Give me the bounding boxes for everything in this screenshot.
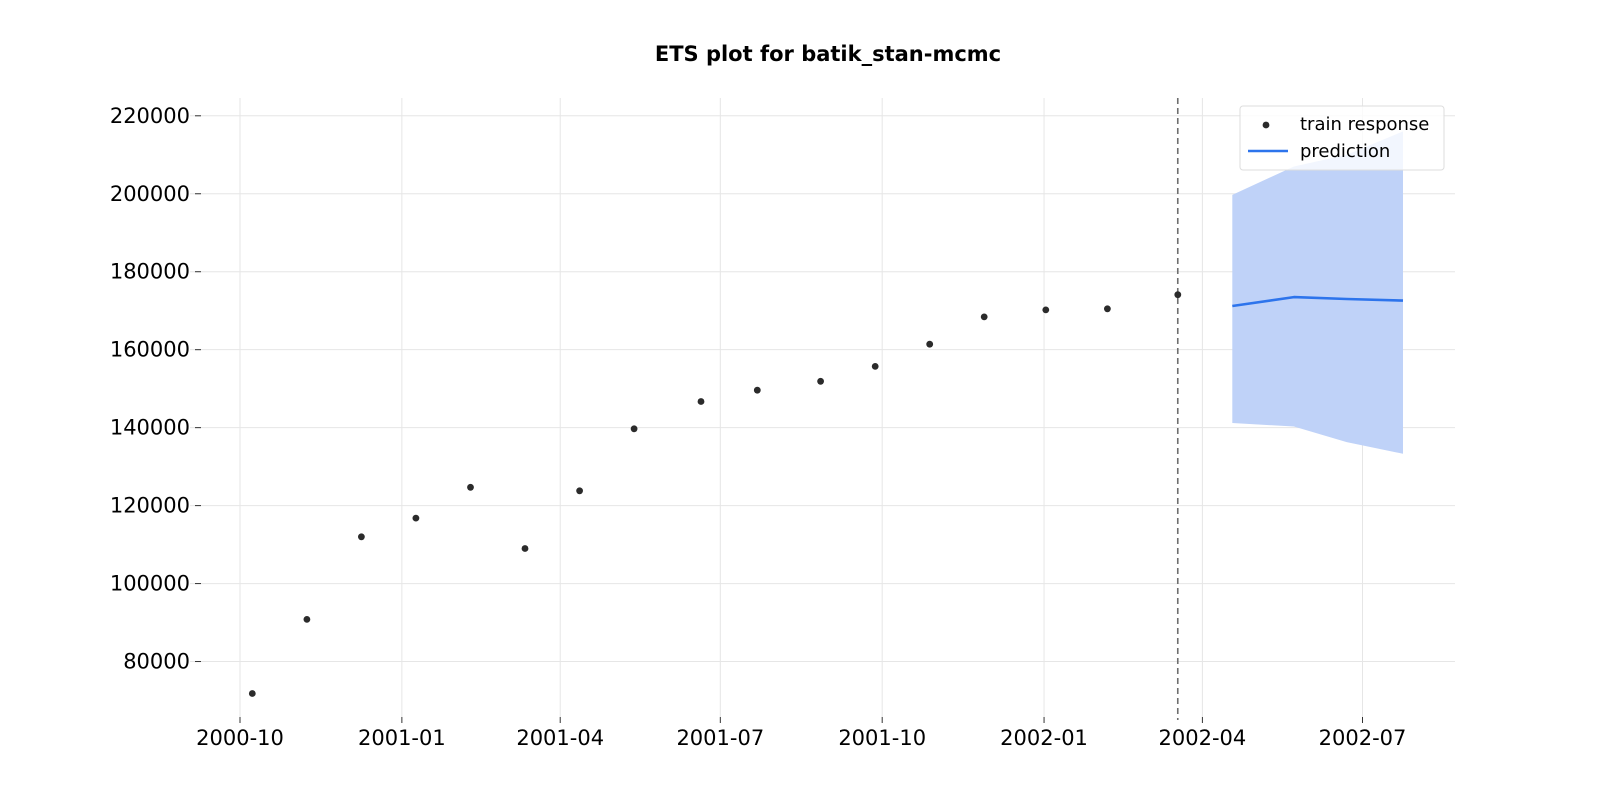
y-tick-label: 160000 [110,338,190,362]
train-response-point [358,533,365,541]
prediction-interval-band [1232,131,1403,454]
train-response-point [576,487,583,495]
train-response-point [630,425,638,433]
x-tick-label: 2000-10 [196,726,284,750]
train-response-point [521,545,529,552]
train-response-point [303,616,311,623]
legend-box [1239,105,1445,171]
y-tick-label: 100000 [110,572,190,596]
x-tick-label: 2001-01 [358,726,446,750]
y-tick-label: 120000 [110,494,190,518]
y-tick-label: 220000 [110,104,190,128]
prediction-series [1232,295,1404,308]
train-response-point [926,340,934,348]
train-response-point [248,690,256,697]
y-tick-label: 140000 [110,416,190,440]
x-tick-label: 2001-04 [516,726,604,750]
prediction-line [1232,295,1404,308]
train-response-point [412,514,420,522]
train-response-point [753,386,761,394]
train-response-point [697,398,705,405]
train-response-point [871,363,879,370]
x-axis: 2000-10 2001-01 2001-04 2001-07 2001-10 2002-… [196,717,1406,750]
x-tick-label: 2002-01 [1000,726,1088,750]
x-tick-label: 2002-04 [1159,726,1247,750]
train-response-point [467,483,474,491]
y-axis: 80000 100000 120000 140000 160000 180000 20000… [110,104,201,674]
x-tick-label: 2002-07 [1319,726,1407,750]
y-tick-label: 180000 [110,260,190,284]
y-tick-label: 80000 [123,650,190,674]
x-tick-label: 2001-10 [838,726,926,750]
train-response-point [1104,305,1111,313]
legend: train response prediction [1239,105,1445,171]
train-response-point [817,377,824,385]
legend-train-marker [1262,121,1270,129]
legend-train-label: train response [1300,114,1429,135]
train-response-point [980,313,988,321]
train-response-point [1042,306,1050,314]
train-response-series [248,291,1182,697]
grid-lines [190,98,1455,717]
legend-prediction-label: prediction [1300,141,1390,162]
prediction-band-area [1232,131,1403,454]
x-tick-label: 2001-07 [676,726,764,750]
chart-title: ETS plot for batik_stan-mcmc [655,42,1001,66]
y-tick-label: 200000 [110,182,190,206]
train-response-point [1174,291,1182,299]
